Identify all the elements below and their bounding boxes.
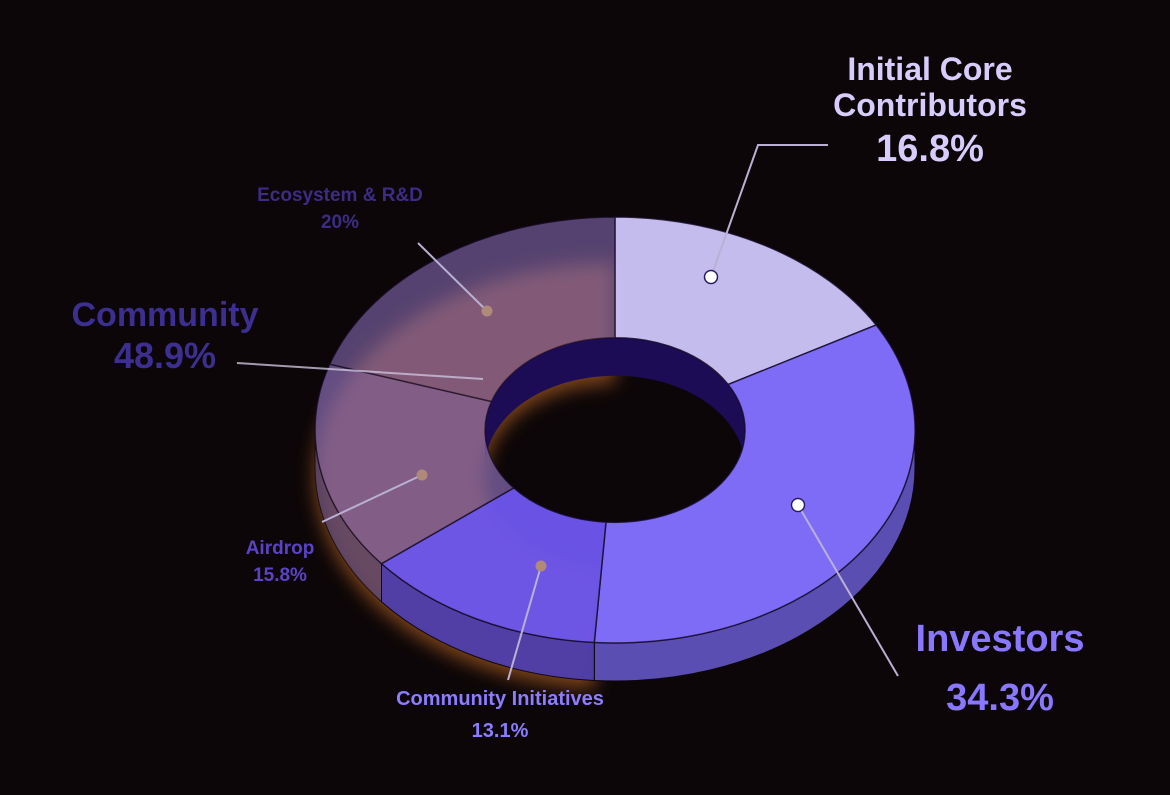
label-community-group-value: 48.9% (113, 335, 217, 377)
slice-investors[interactable] (593, 324, 916, 644)
label-airdrop: Airdrop 15.8% (220, 538, 340, 587)
label-airdrop-value: 15.8% (253, 565, 307, 587)
slice-initiatives[interactable] (380, 486, 607, 644)
label-ecosystem-rd-name: Ecosystem & R&D (257, 185, 423, 206)
label-community-group: Community 48.9% (55, 296, 275, 376)
leader-line-airdrop (321, 474, 423, 523)
label-initial-core-contributors: Initial Core Contributors 16.8% (800, 51, 1060, 170)
slice-ecosystem[interactable] (328, 216, 616, 403)
marker-initiatives (535, 560, 547, 572)
label-community-initiatives-value: 13.1% (471, 720, 529, 743)
label-ecosystem-rd: Ecosystem & R&D 20% (240, 185, 440, 234)
label-ecosystem-rd-value: 20% (320, 212, 360, 234)
leader-line-core (710, 144, 828, 278)
donut-inner-wall (485, 337, 745, 468)
label-community-initiatives: Community Initiatives 13.1% (370, 688, 630, 743)
label-investors-name: Investors (915, 618, 1085, 660)
marker-investors (790, 497, 806, 513)
label-initial-core-contributors-value: 16.8% (876, 127, 984, 170)
leader-line-community (236, 362, 484, 380)
label-community-group-name: Community (71, 296, 259, 334)
leader-line-ecosystem (417, 242, 488, 312)
marker-ecosystem (481, 305, 493, 317)
label-initial-core-contributors-name: Initial Core Contributors (833, 51, 1027, 123)
label-investors-value: 34.3% (946, 676, 1054, 719)
marker-airdrop (416, 469, 428, 481)
label-investors: Investors 34.3% (900, 618, 1100, 719)
marker-core (703, 269, 719, 285)
slice-core[interactable] (614, 216, 878, 386)
label-airdrop-name: Airdrop (245, 538, 315, 559)
leader-line-investors (797, 504, 899, 677)
label-community-initiatives-name: Community Initiatives (396, 688, 604, 710)
leader-line-initiatives (507, 565, 542, 681)
